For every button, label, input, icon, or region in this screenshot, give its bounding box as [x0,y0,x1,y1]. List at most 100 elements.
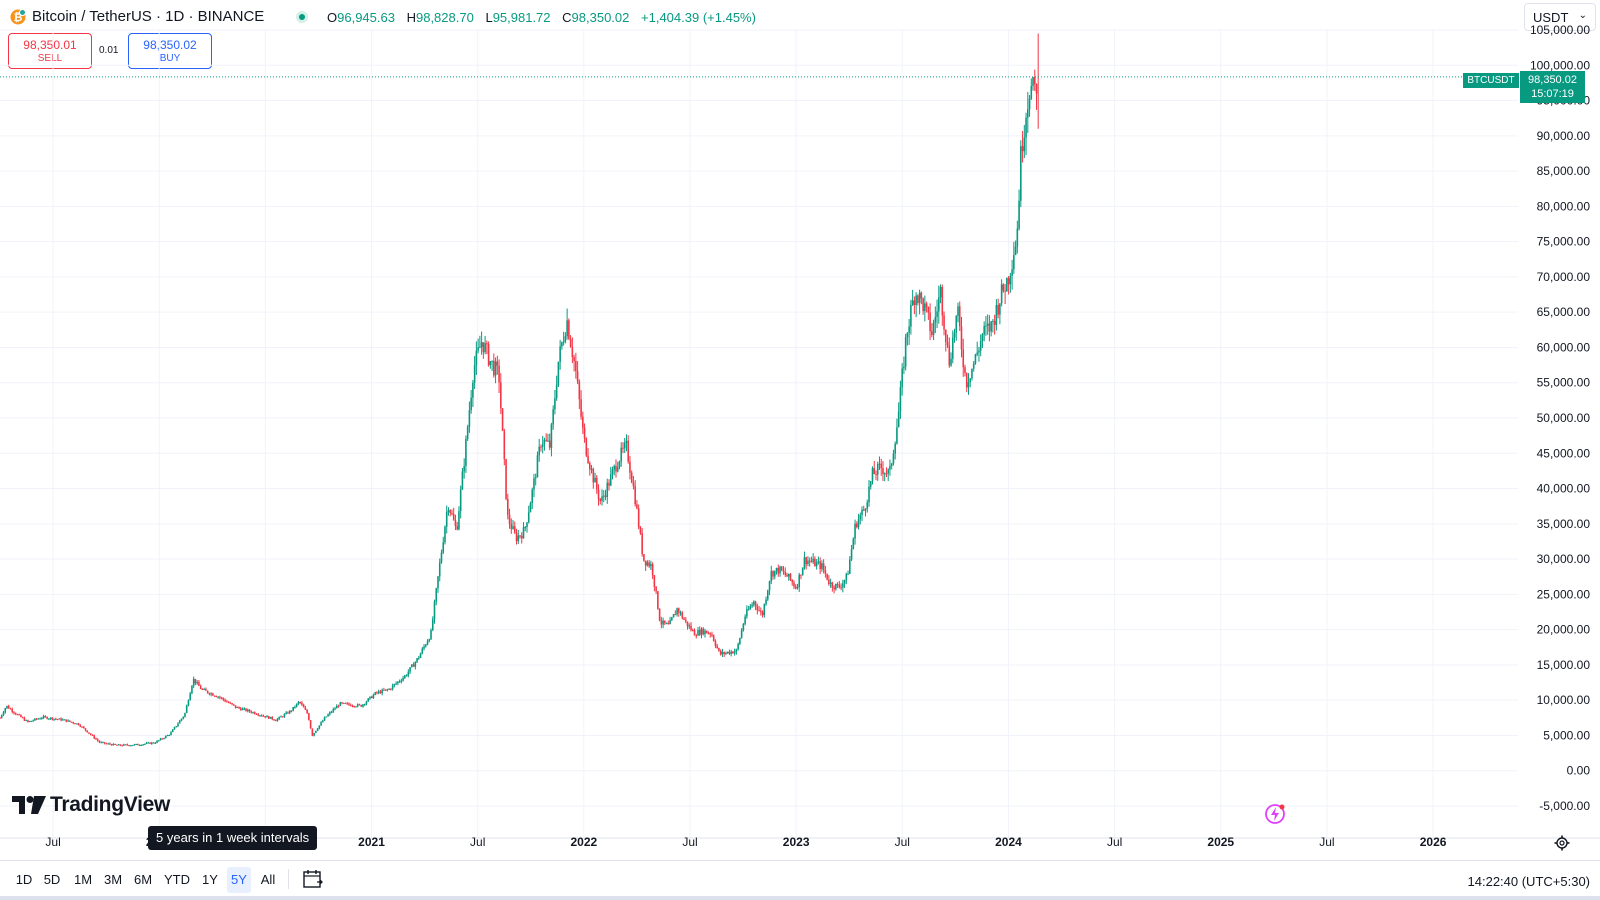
candle-body [513,526,516,533]
candle-body [746,609,748,617]
range-button-all[interactable]: All [260,872,276,887]
candle-body [119,744,122,746]
candle-body [107,743,109,745]
candle-body [180,718,183,721]
candle-body [487,343,490,365]
buy-button[interactable]: 98,350.02 BUY [128,33,212,69]
sell-button[interactable]: 98,350.01 SELL [8,33,92,69]
x-tick-label: 2023 [783,835,810,849]
candle-body [608,482,610,486]
candle-body [274,720,277,722]
candle-body [100,742,103,744]
y-tick-label: 75,000.00 [1537,235,1591,249]
y-tick-label: 60,000.00 [1537,340,1591,354]
range-button-1y[interactable]: 1Y [202,872,218,887]
range-button-5d[interactable]: 5D [43,872,61,887]
candle-body [664,620,666,624]
range-button-5y[interactable]: 5Y [227,867,251,893]
candle-body [1018,200,1020,229]
svg-text:₿: ₿ [14,12,23,24]
candle-body [48,718,50,720]
candle-body [780,566,783,571]
candle-body [210,693,212,695]
range-button-6m[interactable]: 6M [133,872,153,887]
candle-body [248,709,251,712]
calendar-range-icon[interactable] [302,868,324,890]
candle-body [578,381,581,400]
candle-body [770,571,773,582]
candle-body [185,705,188,714]
candle-body [903,366,905,369]
candle-body [761,611,764,616]
candle-body [569,338,572,348]
candle-body [32,720,34,722]
candle-body [447,510,450,512]
candle-body [609,474,612,486]
currency-select[interactable]: USDT ⌄ [1524,3,1596,31]
candle-body [444,526,446,543]
candle-body [908,326,910,333]
candle-body [311,728,314,736]
range-button-1d[interactable]: 1D [15,872,33,887]
candle-body [815,562,818,567]
candle-body [913,300,916,306]
candle-body [250,711,253,713]
gear-icon[interactable] [1554,835,1570,851]
change-value: +1,404.39 (+1.45%) [641,10,756,25]
candle-body [341,702,343,704]
candle-body [271,716,274,720]
candle-body [41,717,43,719]
candle-body [623,442,626,449]
candle-body [404,675,406,678]
range-button-3m[interactable]: 3M [103,872,123,887]
candle-body [527,512,530,523]
candle-body [946,342,949,346]
candle-body [756,606,759,611]
candle-body [1004,290,1006,292]
candle-body [583,427,586,439]
candle-body [344,702,347,704]
candle-body [259,715,261,717]
y-tick-label: 30,000.00 [1537,552,1591,566]
candle-body [135,743,137,745]
clock-readout[interactable]: 14:22:40 (UTC+5:30) [1467,874,1590,889]
candle-body [477,347,479,351]
candle-body [75,723,78,725]
bottom-strip [0,896,1600,900]
candle-body [89,733,92,735]
candle-body [550,424,553,448]
candle-body [42,716,45,718]
candle-body [351,706,354,708]
range-button-ytd[interactable]: YTD [164,872,190,887]
candle-body [152,742,155,744]
candle-body [192,678,195,686]
candle-body [465,438,467,467]
price-chart[interactable]: -5,000.00 0.00 5,000.00 10,000.00 15,000.00 2… [0,0,1600,860]
candle-body [287,712,289,714]
candle-body [379,691,382,694]
candle-body [175,726,178,728]
candle-body [325,716,328,718]
flash-icon[interactable] [1264,803,1286,825]
candle-body [500,382,502,409]
candle-body [678,608,680,613]
range-button-1m[interactable]: 1M [73,872,93,887]
candle-body [894,443,896,454]
symbol-title[interactable]: Bitcoin / TetherUS · 1D · BINANCE [32,8,265,25]
candle-body [948,345,951,366]
candle-body [445,511,448,527]
candle-body [592,468,595,483]
candle-body [374,692,376,695]
candle-body [70,721,73,723]
candle-body [14,713,17,715]
chart-header: ₿ Bitcoin / TetherUS · 1D · BINANCE O96,… [0,0,1600,34]
candle-body [967,382,970,388]
candle-body [814,558,816,567]
candle-body [742,623,745,631]
candle-body [322,720,324,723]
candle-body [156,740,158,743]
candle-body [648,562,650,567]
candle-body [130,745,132,747]
y-axis[interactable]: -5,000.00 0.00 5,000.00 10,000.00 15,000.00 2… [1530,23,1590,813]
candle-body [976,352,978,355]
